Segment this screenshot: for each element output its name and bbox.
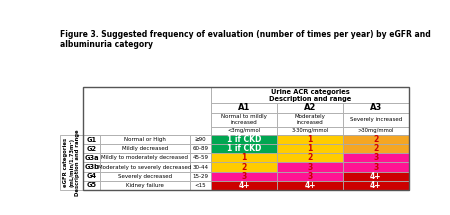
Bar [189,144,211,153]
Text: 4+: 4+ [238,181,250,190]
Text: <3mg/mmol: <3mg/mmol [228,128,261,133]
Text: 15-29: 15-29 [193,174,208,179]
Bar [60,135,83,190]
Text: A3: A3 [370,103,382,112]
Bar [100,172,189,181]
Text: eGFR categories
(mL/min/1.73m²)
Description and range: eGFR categories (mL/min/1.73m²) Descript… [63,129,80,196]
Bar [83,181,100,190]
Bar [83,88,409,190]
Text: 3: 3 [374,163,378,172]
Text: 4+: 4+ [370,172,382,181]
Text: 2: 2 [374,144,378,153]
Text: A2: A2 [304,103,316,112]
Bar [277,172,343,181]
Text: 1: 1 [242,154,247,162]
Text: Moderately to severely decreased: Moderately to severely decreased [98,164,192,170]
Text: Mildly decreased: Mildly decreased [122,146,168,151]
Bar [211,144,277,153]
Bar [211,113,277,127]
Bar [211,172,277,181]
Bar [277,144,343,153]
Text: 1 if CKD: 1 if CKD [227,135,261,144]
Bar [277,113,343,127]
Bar [83,163,100,172]
Text: G2: G2 [87,146,97,152]
Text: 45-59: 45-59 [193,155,208,160]
Text: 3: 3 [307,163,313,172]
Bar [343,172,409,181]
Bar [189,181,211,190]
Text: Severely increased: Severely increased [350,117,402,122]
Bar [343,163,409,172]
Bar [343,135,409,144]
Text: Normal or High: Normal or High [124,137,166,142]
Text: 1: 1 [307,144,313,153]
Text: >30mg/mmol: >30mg/mmol [358,128,394,133]
Text: 3-30mg/mmol: 3-30mg/mmol [292,128,328,133]
Text: <15: <15 [194,183,206,188]
Text: 30-44: 30-44 [193,164,208,170]
Text: G3a: G3a [85,155,99,161]
Text: Urine ACR categories
Description and range: Urine ACR categories Description and ran… [269,89,351,102]
Bar [83,135,100,144]
Bar [189,153,211,163]
Text: Severely decreased: Severely decreased [118,174,172,179]
Text: 4+: 4+ [304,181,316,190]
Text: 3: 3 [242,172,247,181]
Text: G1: G1 [87,137,97,143]
Bar [211,153,277,163]
Bar [100,144,189,153]
Bar [343,144,409,153]
Text: 4+: 4+ [370,181,382,190]
Bar [100,163,189,172]
Bar [211,181,277,190]
Text: 2: 2 [307,154,313,162]
Bar [343,153,409,163]
Text: G5: G5 [87,182,97,188]
Bar [211,135,277,144]
Bar [343,181,409,190]
Bar [277,135,343,144]
Bar [277,103,343,113]
Bar [100,135,189,144]
Text: Kidney failure: Kidney failure [126,183,164,188]
Text: 2: 2 [374,135,378,144]
Text: Moderately
increased: Moderately increased [295,114,325,125]
Text: G4: G4 [87,173,97,179]
Text: 60-89: 60-89 [193,146,208,151]
Bar [277,127,343,135]
Bar [211,103,277,113]
Bar [277,153,343,163]
Bar [100,153,189,163]
Text: 1: 1 [307,135,313,144]
Bar [100,181,189,190]
Bar [189,163,211,172]
Bar [343,113,409,127]
Text: Figure 3. Suggested frequency of evaluation (number of times per year) by eGFR a: Figure 3. Suggested frequency of evaluat… [60,30,431,49]
Bar [343,127,409,135]
Text: A1: A1 [238,103,250,112]
Text: 3: 3 [307,172,313,181]
Bar [277,163,343,172]
Text: 2: 2 [242,163,247,172]
Bar [83,144,100,153]
Text: Normal to mildly
increased: Normal to mildly increased [221,114,267,125]
Bar [189,172,211,181]
Bar [343,103,409,113]
Bar [211,127,277,135]
Bar [83,153,100,163]
Bar [211,163,277,172]
Text: Mildly to moderately decreased: Mildly to moderately decreased [102,155,189,160]
Text: 1 if CKD: 1 if CKD [227,144,261,153]
Bar [277,181,343,190]
Bar [83,172,100,181]
Bar [83,88,211,135]
Bar [189,135,211,144]
Text: 3: 3 [374,154,378,162]
Text: G3b: G3b [85,164,99,170]
Bar [211,88,409,103]
Text: ≥90: ≥90 [194,137,206,142]
